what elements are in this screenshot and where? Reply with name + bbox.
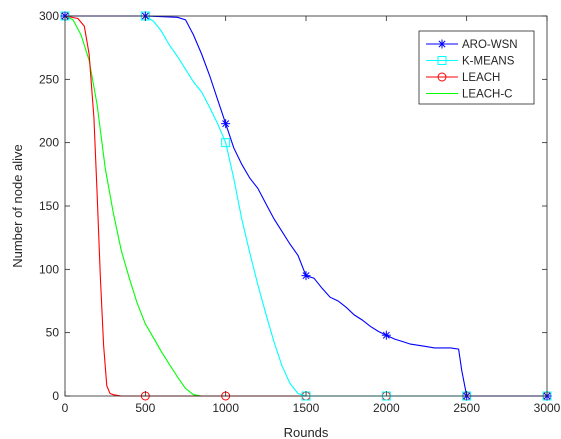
data-point-k-means (221, 138, 231, 148)
legend-marker (437, 72, 447, 82)
legend-label: LEACH-C (462, 89, 512, 101)
x-tick-label: 500 (135, 401, 155, 415)
y-tick-label: 100 (39, 262, 59, 276)
legend-entry-leach-c: LEACH-C (426, 89, 512, 101)
axes-layer (64, 15, 548, 397)
data-point-aro-wsn (381, 330, 391, 340)
data-point-aro-wsn (301, 271, 311, 281)
x-tick-label: 2500 (453, 401, 480, 415)
legend-entries: ARO-WSN K-MEANS LEACH LEACH-C (426, 39, 518, 101)
tick-labels: 0 500 1000 1500 2000 2500 3000 0 50 100 150 200 250 3… (39, 9, 561, 415)
series-line-aro-wsn (65, 15, 547, 397)
data-point-aro-wsn (221, 119, 231, 129)
legend-label: LEACH (462, 72, 500, 84)
y-tick-label: 50 (46, 326, 60, 340)
y-tick-label: 300 (39, 9, 59, 23)
legend-entry-leach: LEACH (426, 72, 500, 84)
legend-marker (437, 56, 447, 65)
series-line-k-means (65, 15, 547, 397)
y-tick-label: 150 (39, 199, 59, 213)
legend-box (418, 30, 535, 105)
y-tick-label: 250 (39, 72, 59, 86)
x-tick-label: 2000 (373, 401, 400, 415)
x-tick-label: 1000 (212, 401, 239, 415)
series-aro-wsn (60, 11, 552, 401)
y-tick-label: 0 (52, 389, 59, 403)
y-axis-label: Number of node alive (10, 144, 25, 268)
x-axis-label: Rounds (284, 425, 329, 439)
x-tick-label: 0 (62, 401, 69, 415)
legend-label: ARO-WSN (462, 39, 518, 51)
legend: ARO-WSN K-MEANS LEACH LEACH-C (418, 30, 535, 105)
x-tick-label: 1500 (293, 401, 320, 415)
y-tick-label: 200 (39, 136, 59, 150)
legend-marker (437, 39, 447, 49)
legend-label: K-MEANS (462, 56, 515, 68)
legend-entry-k-means: K-MEANS (426, 56, 515, 68)
legend-entry-aro-wsn: ARO-WSN (426, 39, 518, 51)
x-tick-label: 3000 (534, 401, 561, 415)
